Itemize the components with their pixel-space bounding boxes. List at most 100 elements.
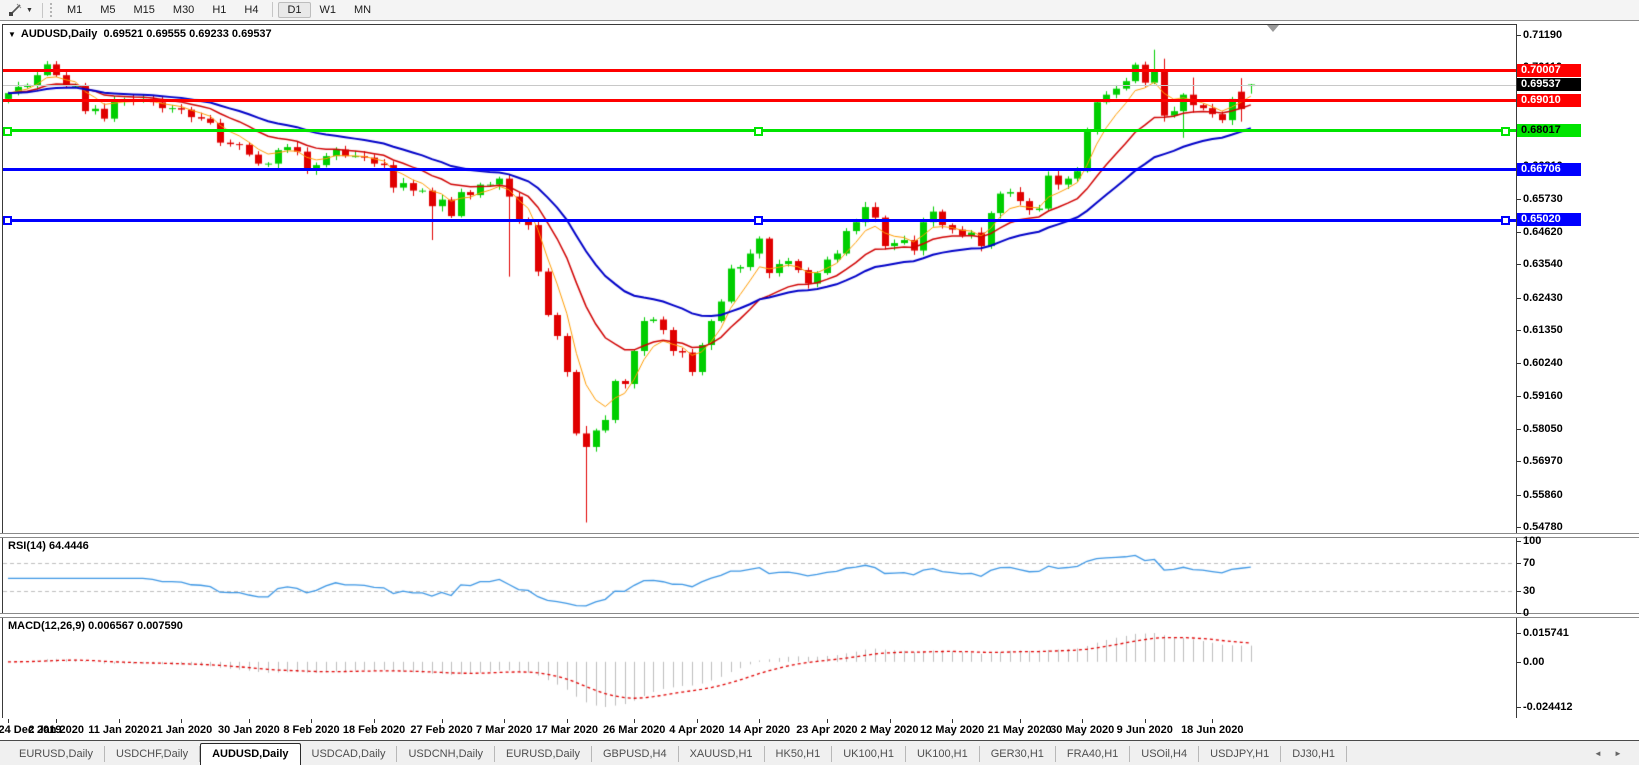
date-tick-mark xyxy=(1082,719,1084,723)
support-line-065020[interactable] xyxy=(3,216,1516,226)
date-label: 11 Jan 2020 xyxy=(88,724,150,736)
chart-tab-hk50-h1[interactable]: HK50,H1 xyxy=(765,746,833,762)
chart-menu-icon[interactable]: ▼ xyxy=(8,30,16,39)
date-tick-mark xyxy=(566,719,568,723)
date-label: 17 Mar 2020 xyxy=(535,724,598,736)
tab-scroll-right-icon[interactable]: ► xyxy=(1614,749,1622,758)
date-label: 30 Jan 2020 xyxy=(217,724,280,736)
line-handle-right[interactable] xyxy=(1501,126,1510,136)
date-label: 7 Mar 2020 xyxy=(476,724,533,736)
date-label: 30 May 2020 xyxy=(1050,724,1115,736)
timeframe-button-w1[interactable]: W1 xyxy=(319,4,337,16)
timeframe-button-m1[interactable]: M1 xyxy=(66,4,83,16)
chart-tab-ger30-h1[interactable]: GER30,H1 xyxy=(980,746,1056,762)
chart-tab-uk100-h1[interactable]: UK100,H1 xyxy=(906,746,980,762)
date-tick-mark xyxy=(374,719,376,723)
chart-tab-usdjpy-h1[interactable]: USDJPY,H1 xyxy=(1199,746,1282,762)
date-axis[interactable]: 24 Dec 2019 2 Jan 2020 11 Jan 2020 21 Jan 2… xyxy=(0,718,1639,740)
line-handle-center[interactable] xyxy=(754,126,763,136)
macd-tick-mark xyxy=(1517,661,1521,663)
cursor-tool-icon xyxy=(9,3,22,16)
timeframe-button-h1[interactable]: H1 xyxy=(212,4,227,16)
line-handle-center[interactable] xyxy=(754,216,763,226)
date-tick-mark xyxy=(1212,719,1214,723)
macd-axis-label: 0.00 xyxy=(1523,655,1545,668)
timeframe-button-m5[interactable]: M5 xyxy=(100,4,116,16)
line-handle-left[interactable] xyxy=(3,126,12,136)
date-label: 14 Apr 2020 xyxy=(728,724,791,736)
price-tick-label: 0.61350 xyxy=(1523,324,1563,337)
date-tick-mark xyxy=(952,719,954,723)
timeframe-button-mn[interactable]: MN xyxy=(354,4,372,16)
date-label: 4 Apr 2020 xyxy=(669,724,725,736)
candlestick-chart-canvas[interactable] xyxy=(3,25,1515,533)
price-tick-label: 0.71190 xyxy=(1523,29,1563,41)
line-handle-right[interactable] xyxy=(1501,216,1510,226)
chart-tab-usdcad-daily[interactable]: USDCAD,Daily xyxy=(301,746,398,762)
timeframe-button-group: M1 M5 M15 M30 H1 H4 D1 W1 MN xyxy=(58,2,380,18)
support-line-066706[interactable] xyxy=(3,168,1516,172)
support-line-068017[interactable] xyxy=(3,126,1516,136)
date-tick-mark xyxy=(1019,719,1021,723)
chart-tab-eurusd-daily[interactable]: EURUSD,Daily xyxy=(8,746,105,762)
timeframe-button-d1[interactable]: D1 xyxy=(278,2,311,18)
rsi-indicator-canvas[interactable] xyxy=(3,538,1515,613)
price-tick-label: 0.59160 xyxy=(1523,389,1563,402)
resistance-line-069010[interactable] xyxy=(3,99,1516,103)
line-handle-left[interactable] xyxy=(3,216,12,226)
date-tick-mark xyxy=(759,719,761,723)
panel-separator[interactable] xyxy=(0,533,1639,538)
cursor-tool-button[interactable]: ▼ xyxy=(4,3,37,17)
chart-tab-eurusd-daily[interactable]: EURUSD,Daily xyxy=(495,746,592,762)
price-tick-mark xyxy=(1517,330,1521,332)
price-tick-label: 0.65730 xyxy=(1523,192,1563,205)
price-tick-mark xyxy=(1517,428,1521,430)
rsi-tick-mark xyxy=(1517,613,1521,614)
date-tick-mark xyxy=(441,719,443,723)
chart-tab-usdchf-daily[interactable]: USDCHF,Daily xyxy=(105,746,201,762)
chart-tab-xauusd-h1[interactable]: XAUUSD,H1 xyxy=(679,746,765,762)
date-label: 9 Jun 2020 xyxy=(1116,724,1173,736)
toolbar-grip[interactable] xyxy=(49,3,52,17)
rsi-indicator-label: RSI(14) 64.4446 xyxy=(8,540,89,552)
date-label: 21 May 2020 xyxy=(987,724,1052,736)
toolbar-divider xyxy=(41,2,43,18)
price-tag-069010: 0.69010 xyxy=(1517,93,1581,107)
chart-tab-audusd-daily[interactable]: AUDUSD,Daily xyxy=(200,743,301,765)
chart-tab-fra40-h1[interactable]: FRA40,H1 xyxy=(1056,746,1131,762)
macd-tick-mark xyxy=(1517,633,1521,634)
timeframe-button-m15[interactable]: M15 xyxy=(133,4,155,16)
chart-tab-uk100-h1[interactable]: UK100,H1 xyxy=(832,746,906,762)
timeframe-button-h4[interactable]: H4 xyxy=(244,4,259,16)
timeframe-button-m30[interactable]: M30 xyxy=(172,4,195,16)
chart-tab-usoil-h4[interactable]: USOil,H4 xyxy=(1130,746,1200,762)
date-label: 21 Jan 2020 xyxy=(150,724,213,736)
date-label: 27 Feb 2020 xyxy=(410,724,473,736)
price-tick-label: 0.62430 xyxy=(1523,291,1563,304)
date-label: 12 May 2020 xyxy=(920,724,985,736)
rsi-axis-label: 70 xyxy=(1523,556,1536,569)
price-tick-mark xyxy=(1517,363,1521,365)
tab-scroll-left-icon[interactable]: ◄ xyxy=(1594,749,1602,758)
price-tag-070007: 0.70007 xyxy=(1517,63,1581,77)
chart-tab-usdcnh-daily[interactable]: USDCNH,Daily xyxy=(397,746,496,762)
chevron-down-icon[interactable]: ▼ xyxy=(26,6,33,14)
panel-separator[interactable] xyxy=(0,613,1639,618)
price-tick-mark xyxy=(1517,395,1521,397)
chart-tab-dj30-h1[interactable]: DJ30,H1 xyxy=(1281,746,1348,762)
price-tick-label: 0.55860 xyxy=(1523,488,1563,501)
date-tick-mark xyxy=(181,719,183,723)
price-tag-065020: 0.65020 xyxy=(1517,213,1581,227)
current-price-line[interactable] xyxy=(3,84,1516,86)
chart-shift-marker[interactable] xyxy=(1267,25,1279,32)
resistance-line-070007[interactable] xyxy=(3,69,1516,73)
price-tick-mark xyxy=(1517,198,1521,200)
macd-axis-label: -0.024412 xyxy=(1523,701,1573,713)
date-label: 2 Jan 2020 xyxy=(28,724,84,736)
chart-symbol-label: AUDUSD,Daily xyxy=(20,28,98,40)
chart-tab-gbpusd-h4[interactable]: GBPUSD,H4 xyxy=(592,746,679,762)
price-tick-mark xyxy=(1517,264,1521,266)
macd-indicator-canvas[interactable] xyxy=(3,618,1515,717)
price-tick-mark xyxy=(1517,461,1521,463)
